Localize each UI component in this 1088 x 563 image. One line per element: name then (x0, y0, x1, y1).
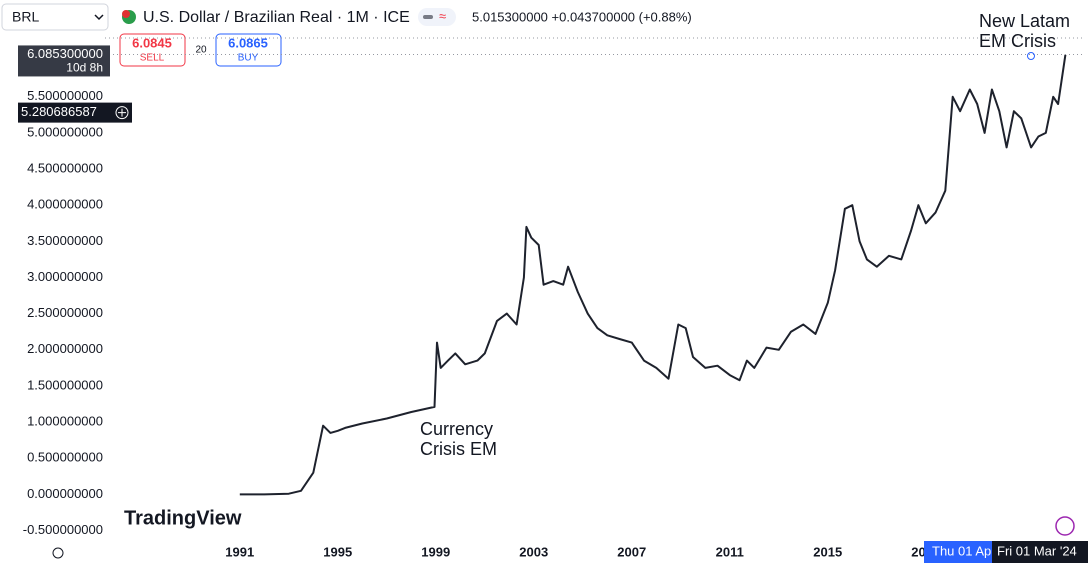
last-price-label: 6.085300000 (27, 46, 103, 61)
dropdown-arrow (94, 14, 104, 21)
pill-icon (423, 15, 433, 19)
last-price-box (18, 45, 110, 77)
y-tick-label: 0.000000000 (27, 486, 103, 501)
x-tick-label: 2011 (716, 544, 744, 559)
countdown: 10d 8h (66, 61, 103, 75)
y-tick-label: 0.500000000 (27, 450, 103, 465)
crosshair-date: Thu 01 Ap (932, 543, 991, 558)
y-tick-label: 4.000000000 (27, 197, 103, 212)
y-tick-label: 2.000000000 (27, 341, 103, 356)
logo: TradingView (124, 507, 242, 529)
y-tick-label: 4.500000000 (27, 160, 103, 175)
alert-icon[interactable] (1055, 516, 1075, 536)
x-tick-label: 1991 (225, 544, 254, 559)
x-tick-label: 1999 (421, 544, 450, 559)
y-tick-label: 3.500000000 (27, 233, 103, 248)
x-tick-label: 2003 (519, 544, 548, 559)
pill-icon: ≈ (439, 8, 446, 23)
sell-button[interactable] (119, 33, 186, 67)
annotation: EM Crisis (979, 31, 1056, 51)
spread: 20 (195, 45, 207, 56)
annotation: Crisis EM (420, 439, 497, 459)
y-tick-label: 1.000000000 (27, 414, 103, 429)
flag-icon (122, 10, 130, 18)
y-tick-label: 1.500000000 (27, 377, 103, 392)
crosshair-date-box (992, 541, 1088, 563)
plus-icon (118, 108, 126, 117)
x-tick-label: 2007 (617, 544, 646, 559)
quote: 5.015300000 +0.043700000 (+0.88%) (472, 9, 692, 24)
y-tick-label: 5.500000000 (27, 88, 103, 103)
chart-title: U.S. Dollar / Brazilian Real · 1M · ICE (143, 9, 410, 26)
sell-price: 6.0845 (132, 35, 172, 50)
settings-icon[interactable] (52, 547, 64, 559)
plus-icon (115, 106, 129, 120)
crosshair-date-box (924, 541, 992, 563)
y-tick-label: -0.500000000 (23, 522, 103, 537)
marker-circle (1027, 52, 1035, 60)
symbol: BRL (12, 9, 39, 25)
annotation: Currency (420, 419, 493, 439)
crosshair-date: Fri 01 Mar '24 (997, 543, 1077, 558)
buy-label: BUY (238, 53, 259, 64)
annotation: New Latam (979, 11, 1070, 31)
y-tick-label: 3.000000000 (27, 269, 103, 284)
y-tick-label: 5.000000000 (27, 124, 103, 139)
sell-label: SELL (140, 53, 165, 64)
buy-price: 6.0865 (228, 35, 268, 50)
symbol-box[interactable] (1, 3, 109, 31)
crosshair-box (18, 102, 132, 123)
indicator-pill[interactable] (418, 8, 456, 26)
y-tick-label: 2.500000000 (27, 305, 103, 320)
x-tick-label: 1995 (323, 544, 352, 559)
crosshair-label: 5.280686587 (21, 104, 97, 119)
price-line (239, 54, 1067, 496)
buy-button[interactable] (215, 33, 282, 67)
x-tick-label: 2015 (813, 544, 842, 559)
